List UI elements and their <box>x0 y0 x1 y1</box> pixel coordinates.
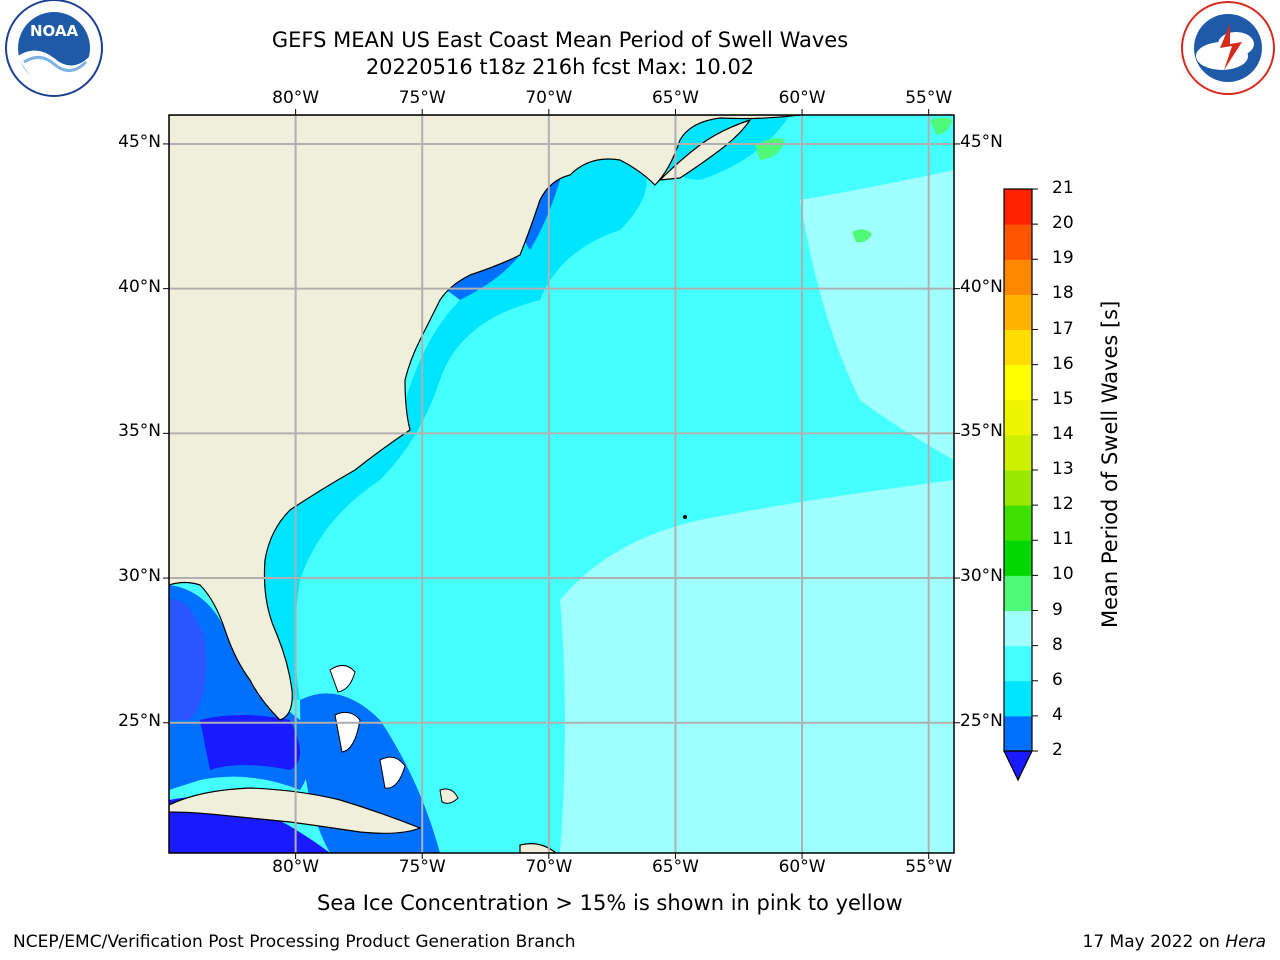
ocean-field-8-9s-north <box>800 170 954 460</box>
colorbar-segment-2 <box>1004 645 1032 682</box>
sea-ice-note: Sea Ice Concentration > 15% is shown in … <box>317 891 903 915</box>
colorbar-tick-label: 15 <box>1052 388 1074 409</box>
colorbar-segment-7 <box>1004 470 1032 506</box>
lon-label-bottom: 55°W <box>905 857 953 877</box>
chart-subtitle: 20220516 t18z 216h fcst Max: 10.02 <box>365 55 755 79</box>
noaa-logo: NOAA <box>5 0 103 97</box>
colorbar-tick-label: 14 <box>1052 423 1074 444</box>
lat-label-right: 25°N <box>960 710 1003 731</box>
ocean-field-gulf-2-3s <box>169 599 206 720</box>
lon-label-top: 60°W <box>778 88 826 108</box>
land-bahamas-4 <box>439 788 459 804</box>
colorbar-tick-label: 19 <box>1052 248 1074 269</box>
colorbar-segment-15 <box>1004 189 1032 225</box>
lat-label-left: 25°N <box>118 710 161 731</box>
lon-label-bottom: 75°W <box>398 857 446 877</box>
producer-credit: NCEP/EMC/Verification Post Processing Pr… <box>13 932 576 952</box>
lon-label-top: 80°W <box>272 88 320 108</box>
ocean-field-4-6s-coastal <box>256 157 647 700</box>
colorbar-tick-label: 21 <box>1052 178 1074 198</box>
colorbar-tick-label: 13 <box>1052 459 1074 479</box>
lon-label-bottom: 60°W <box>778 857 826 877</box>
lat-label-right: 40°N <box>960 276 1003 297</box>
map-gridlines <box>169 115 954 853</box>
colorbar-tick-label: 17 <box>1052 318 1074 339</box>
chart-title: GEFS MEAN US East Coast Mean Period of S… <box>271 28 849 52</box>
lon-label-bottom: 70°W <box>525 857 573 877</box>
ocean-field-9-10s-patch-3 <box>930 117 952 135</box>
land-nova-scotia <box>658 118 752 181</box>
colorbar-segment-4 <box>1004 575 1032 611</box>
colorbar-tick-label: 9 <box>1052 599 1063 620</box>
colorbar-segment-14 <box>1004 224 1032 260</box>
run-host: Hera <box>1225 932 1266 952</box>
map-area <box>169 115 954 853</box>
colorbar-segment-11 <box>1004 329 1032 366</box>
ocean-field-9-10s-patch-2 <box>852 229 872 243</box>
lat-label-left: 45°N <box>118 131 161 152</box>
lat-label-right: 35°N <box>960 421 1003 442</box>
lon-label-bottom: 80°W <box>272 857 320 877</box>
run-date: 17 May 2022 on Hera <box>1082 932 1267 952</box>
colorbar-tick-label: 8 <box>1052 634 1063 655</box>
map-border <box>168 114 955 854</box>
colorbar-segment-12 <box>1004 294 1032 330</box>
national-weather-service-logo <box>1181 1 1275 95</box>
colorbar-segment-8 <box>1004 434 1032 471</box>
lon-label-top: 55°W <box>905 88 953 108</box>
land-bahamas-3 <box>379 756 406 789</box>
colorbar-segment-0 <box>1004 715 1032 752</box>
colorbar-tick-label: 12 <box>1052 494 1074 515</box>
colorbar-tick-label: 2 <box>1052 740 1063 760</box>
colorbar-segment-5 <box>1004 540 1032 576</box>
land-hispaniola <box>519 843 557 853</box>
lat-label-left: 40°N <box>118 276 161 297</box>
lon-label-bottom: 65°W <box>651 857 699 877</box>
ocean-field-below-2s-florida-straits <box>200 715 300 770</box>
colorbar-tick-label: 11 <box>1052 529 1074 550</box>
colorbar-title: Mean Period of Swell Waves [s] <box>1098 300 1122 628</box>
colorbar-segment-3 <box>1004 610 1032 647</box>
colorbar-tick-label: 18 <box>1052 283 1074 304</box>
colorbar-segment-1 <box>1004 680 1032 717</box>
lon-label-top: 75°W <box>398 88 446 108</box>
land-bahamas-1 <box>329 665 356 693</box>
colorbar-segment-9 <box>1004 399 1032 436</box>
lat-label-left: 35°N <box>118 421 161 442</box>
colorbar-segment-13 <box>1004 259 1032 295</box>
land-cuba <box>169 787 422 834</box>
colorbar-tick-label: 20 <box>1052 213 1074 234</box>
lat-label-right: 45°N <box>960 131 1003 152</box>
colorbar-tick-label: 16 <box>1052 353 1074 374</box>
colorbar-segment-10 <box>1004 364 1032 401</box>
colorbar-tick-label: 10 <box>1052 564 1074 585</box>
colorbar <box>1003 188 1038 782</box>
colorbar-segment-6 <box>1004 505 1032 541</box>
colorbar-tick-label: 6 <box>1052 669 1063 690</box>
lon-label-top: 65°W <box>651 88 699 108</box>
colorbar-extend-min <box>1003 750 1033 782</box>
land-bermuda <box>683 515 687 519</box>
colorbar-tick-label: 4 <box>1052 704 1063 725</box>
lat-label-right: 30°N <box>960 566 1003 587</box>
land-north-america <box>169 115 801 721</box>
lon-label-top: 70°W <box>525 88 573 108</box>
map-axis-ticks <box>163 109 960 859</box>
lat-label-left: 30°N <box>118 566 161 587</box>
noaa-logo-text: NOAA <box>30 22 79 40</box>
